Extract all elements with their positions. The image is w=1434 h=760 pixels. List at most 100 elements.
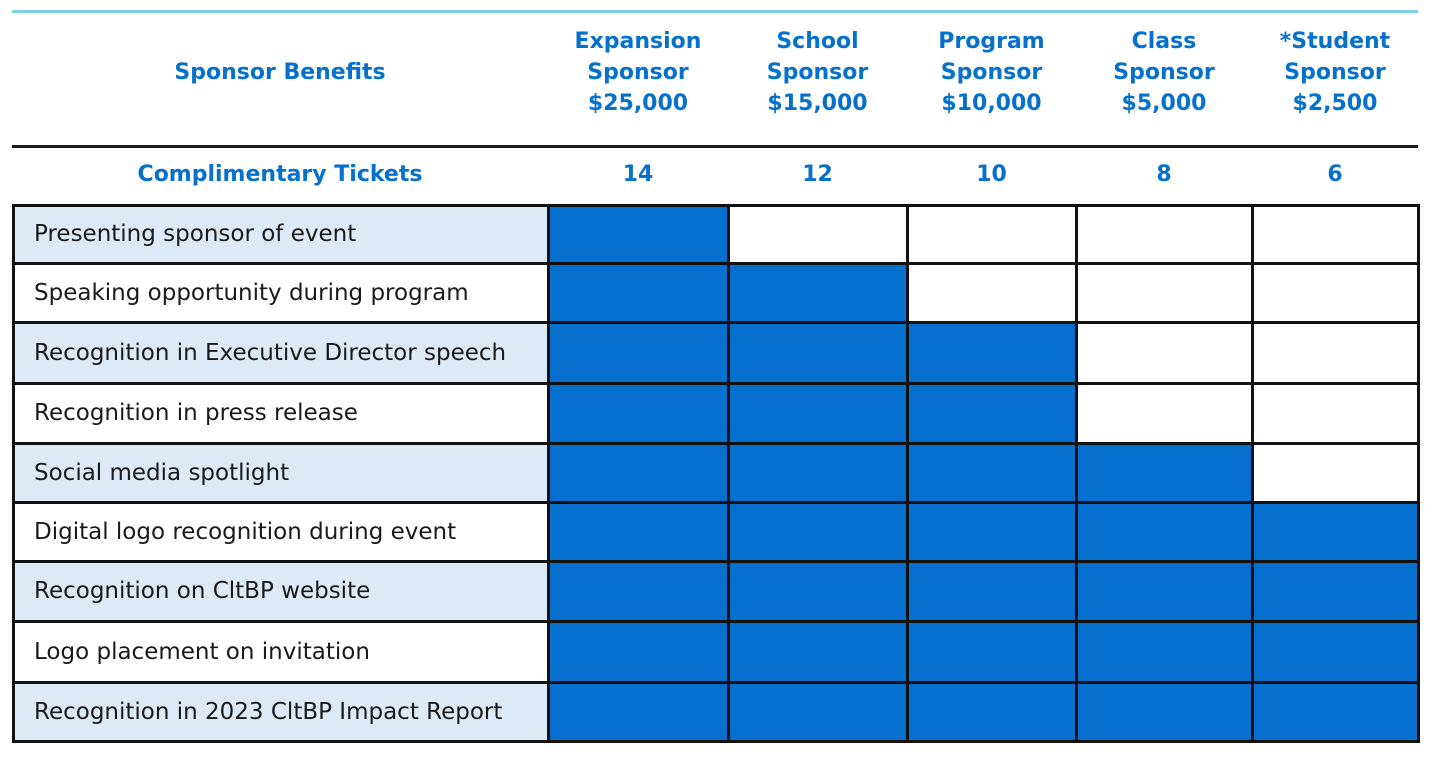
tier-line1: Expansion: [574, 28, 702, 54]
benefit-included-cell: [907, 682, 1076, 742]
tier-header-1: School Sponsor $15,000: [728, 22, 907, 122]
benefit-empty-cell: [1076, 383, 1252, 443]
header-divider: [12, 145, 1418, 148]
tier-line2: Sponsor: [940, 59, 1043, 85]
tier-price: $2,500: [1292, 90, 1378, 116]
tier-line1: Program: [938, 28, 1045, 54]
tier-price: $15,000: [767, 90, 868, 116]
benefit-empty-cell: [1252, 204, 1418, 263]
tier-price: $10,000: [941, 90, 1042, 116]
benefit-label: Logo placement on invitation: [12, 621, 548, 682]
benefit-included-cell: [548, 263, 728, 322]
grid-hline: [12, 262, 1420, 265]
grid-hline: [12, 740, 1420, 743]
tier-line1: Class: [1131, 28, 1197, 54]
ticket-count: 6: [1327, 161, 1343, 187]
benefit-label: Digital logo recognition during event: [12, 502, 548, 561]
tier-price: $5,000: [1121, 90, 1207, 116]
benefit-included-cell: [728, 383, 907, 443]
benefit-included-cell: [1076, 621, 1252, 682]
benefit-included-cell: [548, 561, 728, 621]
benefit-empty-cell: [907, 263, 1076, 322]
benefit-label: Recognition in Executive Director speech: [12, 322, 548, 383]
benefit-included-cell: [1252, 621, 1418, 682]
tier-header-3: Class Sponsor $5,000: [1076, 22, 1252, 122]
benefit-label: Recognition in 2023 CltBP Impact Report: [12, 682, 548, 742]
benefit-empty-cell: [1252, 383, 1418, 443]
benefit-included-cell: [907, 502, 1076, 561]
benefit-included-cell: [907, 383, 1076, 443]
grid-vline: [727, 204, 730, 743]
grid-hline: [12, 204, 1420, 207]
tier-line1: School: [776, 28, 859, 54]
benefit-included-cell: [548, 502, 728, 561]
tier-line2: Sponsor: [1113, 59, 1215, 85]
benefit-included-cell: [548, 204, 728, 263]
grid-vline: [906, 204, 909, 743]
benefit-included-cell: [1252, 561, 1418, 621]
ticket-count: 14: [622, 161, 654, 187]
ticket-count: 8: [1156, 161, 1172, 187]
sponsor-benefits-heading: Sponsor Benefits: [12, 22, 548, 122]
benefit-included-cell: [728, 502, 907, 561]
benefit-empty-cell: [728, 204, 907, 263]
benefit-included-cell: [728, 322, 907, 383]
benefit-label: Recognition on CltBP website: [12, 561, 548, 621]
sponsor-benefits-label: Sponsor Benefits: [174, 59, 386, 85]
benefit-empty-cell: [1252, 322, 1418, 383]
benefit-label: Presenting sponsor of event: [12, 204, 548, 263]
tier-line2: Sponsor: [587, 59, 689, 85]
benefits-grid: Presenting sponsor of event Speaking oppo…: [12, 204, 1420, 743]
benefit-included-cell: [728, 621, 907, 682]
benefit-empty-cell: [1076, 322, 1252, 383]
tier-line1: *Student: [1279, 28, 1391, 54]
tier-line2: Sponsor: [766, 59, 869, 85]
benefit-empty-cell: [1076, 263, 1252, 322]
benefit-included-cell: [1076, 561, 1252, 621]
benefit-included-cell: [548, 383, 728, 443]
benefit-included-cell: [1252, 502, 1418, 561]
grid-hline: [12, 382, 1420, 385]
grid-hline: [12, 501, 1420, 504]
benefit-included-cell: [907, 621, 1076, 682]
benefit-empty-cell: [1252, 263, 1418, 322]
ticket-count: 10: [976, 161, 1007, 187]
grid-hline: [12, 620, 1420, 623]
benefit-included-cell: [1076, 682, 1252, 742]
benefit-empty-cell: [1076, 204, 1252, 263]
complimentary-tickets-label: Complimentary Tickets: [137, 161, 423, 187]
tier-header-2: Program Sponsor $10,000: [907, 22, 1076, 122]
benefit-included-cell: [728, 263, 907, 322]
benefit-included-cell: [1076, 502, 1252, 561]
benefit-label: Speaking opportunity during program: [12, 263, 548, 322]
grid-hline: [12, 321, 1420, 324]
ticket-count: 12: [802, 161, 833, 187]
tier-header-0: Expansion Sponsor $25,000: [548, 22, 728, 122]
benefit-included-cell: [728, 682, 907, 742]
benefit-included-cell: [907, 561, 1076, 621]
grid-vline: [1417, 204, 1420, 743]
benefit-empty-cell: [1252, 443, 1418, 502]
benefit-included-cell: [907, 443, 1076, 502]
tier-line2: Sponsor: [1284, 59, 1386, 85]
tier-price: $25,000: [587, 90, 689, 116]
grid-vline: [12, 204, 15, 743]
benefit-included-cell: [1252, 682, 1418, 742]
grid-hline: [12, 442, 1420, 445]
top-rule: [12, 10, 1418, 13]
benefit-included-cell: [1076, 443, 1252, 502]
benefit-included-cell: [728, 561, 907, 621]
benefit-label: Recognition in press release: [12, 383, 548, 443]
tier-header-4: *Student Sponsor $2,500: [1252, 22, 1418, 122]
benefit-included-cell: [548, 621, 728, 682]
grid-vline: [547, 204, 550, 743]
grid-hline: [12, 681, 1420, 684]
complimentary-tickets-heading: Complimentary Tickets: [12, 152, 548, 196]
grid-vline: [1251, 204, 1254, 743]
benefit-included-cell: [548, 682, 728, 742]
benefit-included-cell: [548, 322, 728, 383]
benefit-empty-cell: [907, 204, 1076, 263]
grid-vline: [1075, 204, 1078, 743]
benefit-included-cell: [907, 322, 1076, 383]
benefit-included-cell: [548, 443, 728, 502]
